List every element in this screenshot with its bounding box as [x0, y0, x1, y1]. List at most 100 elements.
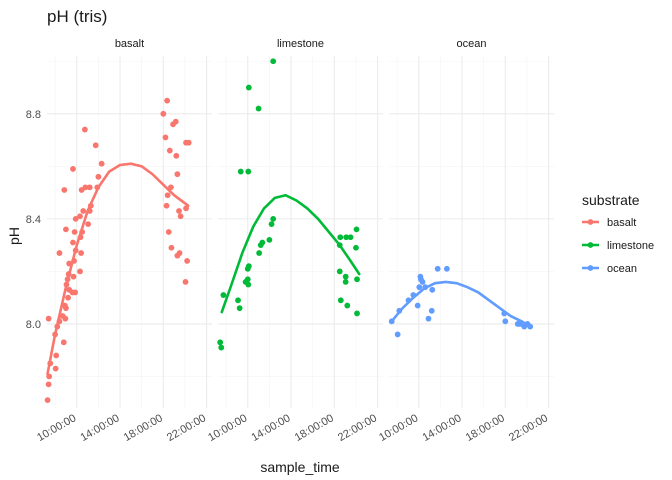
data-point: [95, 173, 102, 180]
legend-title: substrate: [582, 192, 640, 208]
data-point: [81, 126, 88, 133]
data-point: [236, 305, 243, 312]
chart-title: pH (tris): [47, 7, 107, 26]
data-point: [177, 213, 184, 220]
data-point: [172, 118, 179, 125]
data-point: [218, 344, 225, 351]
legend-item-limestone: limestone: [582, 240, 654, 252]
data-point: [85, 221, 92, 228]
x-tick-label: 22:00:00: [507, 412, 550, 444]
facet-strip-label: basalt: [115, 38, 144, 50]
legend-key-point: [587, 242, 594, 248]
data-point: [183, 205, 189, 212]
data-point: [185, 139, 192, 146]
data-point: [56, 250, 63, 256]
x-tick-label: 10:00:00: [377, 412, 420, 444]
data-point: [82, 184, 89, 191]
data-point: [78, 250, 84, 256]
data-point: [417, 273, 424, 280]
data-point: [429, 286, 436, 293]
data-point: [443, 265, 450, 272]
legend-key-point: [587, 219, 594, 225]
data-point: [244, 276, 251, 283]
data-point: [268, 221, 275, 228]
data-point: [166, 147, 173, 154]
trend-line: [220, 193, 361, 314]
data-point: [344, 302, 351, 309]
data-point: [70, 239, 76, 246]
facet-limestone: limestone 10:00:00 14:00:00 18:00:00 22:00:0…: [206, 38, 383, 444]
data-point: [245, 263, 252, 270]
x-tick-label: 14:00:00: [420, 412, 463, 444]
data-point: [237, 168, 244, 175]
data-point: [44, 397, 51, 404]
data-point: [45, 315, 52, 322]
data-point: [434, 265, 441, 272]
data-point: [217, 339, 224, 346]
legend-key-point: [587, 265, 594, 271]
data-point: [65, 294, 71, 301]
trend-line: [390, 280, 532, 328]
y-tick-label: 8.0: [26, 319, 41, 331]
data-point: [61, 187, 68, 193]
data-point: [92, 142, 99, 149]
data-point: [270, 58, 277, 65]
data-point: [425, 315, 432, 322]
data-point: [354, 276, 360, 283]
data-point: [342, 279, 349, 285]
trend-line: [46, 162, 190, 376]
data-point: [70, 166, 76, 172]
data-point: [77, 213, 83, 220]
data-point: [45, 381, 52, 388]
data-point: [72, 215, 79, 222]
x-tick-label: 10:00:00: [35, 412, 78, 444]
x-tick-label: 18:00:00: [464, 412, 507, 444]
legend-item-ocean: ocean: [582, 263, 637, 275]
data-point: [184, 257, 191, 264]
data-point: [80, 208, 87, 214]
x-tick-label: 18:00:00: [293, 412, 336, 444]
data-point: [167, 184, 174, 191]
data-point: [164, 192, 171, 199]
legend-label: ocean: [607, 263, 637, 275]
data-point: [165, 229, 172, 235]
x-tick-label: 22:00:00: [165, 412, 208, 444]
y-tick-label: 8.4: [26, 214, 41, 226]
data-point: [416, 284, 423, 291]
facet-strip-label: limestone: [277, 38, 324, 50]
data-point: [163, 202, 170, 209]
data-point: [63, 226, 69, 233]
y-axis-label: pH: [6, 227, 22, 245]
data-point: [77, 268, 83, 275]
legend-label: limestone: [607, 240, 654, 252]
data-point: [220, 292, 227, 298]
data-point: [419, 279, 426, 285]
data-point: [98, 160, 105, 167]
x-tick-label: 22:00:00: [336, 412, 379, 444]
data-point: [72, 289, 79, 296]
data-point: [160, 110, 167, 117]
data-point: [353, 226, 360, 233]
data-point: [70, 273, 77, 280]
data-point: [354, 310, 360, 317]
data-point: [337, 234, 344, 241]
data-point: [60, 339, 67, 346]
data-point: [174, 171, 181, 178]
x-tick-label: 14:00:00: [78, 412, 121, 444]
data-point: [414, 302, 421, 309]
data-point: [176, 208, 182, 214]
data-point: [502, 318, 509, 325]
legend-label: basalt: [607, 217, 636, 229]
data-point: [256, 250, 263, 256]
data-point: [235, 297, 241, 304]
y-tick-label: 8.8: [26, 109, 41, 121]
data-point: [86, 184, 93, 191]
legend: substrate basalt limestone ocean: [582, 192, 654, 275]
data-point: [336, 268, 343, 275]
data-point: [394, 331, 401, 338]
data-point: [342, 273, 349, 280]
legend-item-basalt: basalt: [582, 217, 636, 229]
facet-ocean: ocean 10:00:00 14:00:00 18:00:00 22:00:00: [377, 38, 554, 444]
data-point: [343, 234, 350, 241]
